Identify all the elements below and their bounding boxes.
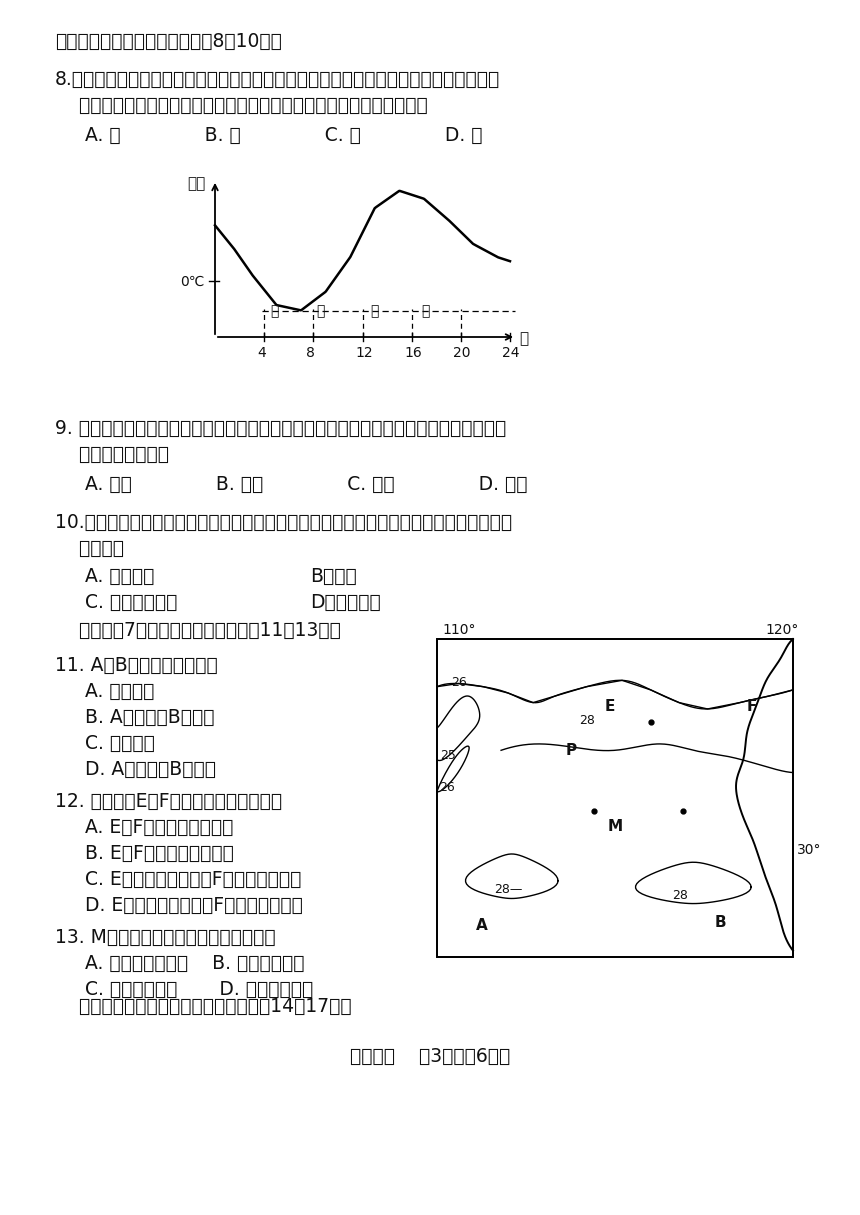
Text: 时: 时 [519, 330, 528, 346]
Text: 4: 4 [257, 346, 266, 360]
Text: 110°: 110° [442, 623, 476, 637]
Text: 乙: 乙 [316, 304, 325, 318]
Text: 13. M农业区国土整治面临的主要课题是: 13. M农业区国土整治面临的主要课题是 [55, 928, 275, 946]
Text: 25: 25 [440, 750, 457, 763]
Text: D．含沙量少: D．含沙量少 [310, 593, 381, 612]
Text: 0℃: 0℃ [180, 275, 205, 289]
Text: 8: 8 [306, 346, 316, 360]
Text: A. 酸性土壤的改良    B. 盐碱地的改良: A. 酸性土壤的改良 B. 盐碱地的改良 [55, 954, 304, 973]
Text: 图为某工业收益随空间变化曲线。回筀14～17题。: 图为某工业收益随空间变化曲线。回筀14～17题。 [55, 998, 352, 1016]
Text: E: E [605, 699, 615, 713]
Text: 10.「水」少了难以满足植物生长，「水」多了则会带来强烈的冲刷，黄土高原河流夏季水: 10.「水」少了难以满足植物生长，「水」多了则会带来强烈的冲刷，黄土高原河流夏季… [55, 513, 512, 532]
Text: F: F [746, 699, 757, 713]
Text: 图为某块7月份的平均气温图，回筀11～13题。: 图为某块7月份的平均气温图，回筀11～13题。 [55, 621, 341, 640]
Text: 高三地理    第3页（兲6页）: 高三地理 第3页（兲6页） [350, 1047, 510, 1066]
Text: 30°: 30° [797, 842, 821, 857]
Text: D. A为盆地、B为山地: D. A为盆地、B为山地 [55, 761, 216, 779]
Text: 高原某日气温变化曲线图，分析该地最有可能引发沙尘暴天气的时段是: 高原某日气温变化曲线图，分析该地最有可能引发沙尘暴天气的时段是 [55, 96, 427, 115]
Text: C. E地地势高于四周、F地地势低于四周: C. E地地势高于四周、F地地势低于四周 [55, 870, 301, 889]
Text: 9. 若只考虑大气运动（风力大小、空气对流）和地面状况（植被、冰冻），黄土高原扬沙: 9. 若只考虑大气运动（风力大小、空气对流）和地面状况（植被、冰冻），黄土高原扬… [55, 419, 507, 437]
Text: 26: 26 [439, 781, 455, 795]
Text: 24: 24 [502, 346, 519, 360]
Text: 120°: 120° [765, 623, 798, 637]
Bar [437, 639, 793, 957]
Text: 12: 12 [355, 346, 373, 360]
Text: A. 甲              B. 乙              C. 丙              D. 丁: A. 甲 B. 乙 C. 丙 D. 丁 [55, 126, 482, 145]
Text: B. E、F两地地势低于四周: B. E、F两地地势低于四周 [55, 844, 234, 863]
Text: B．断流: B．断流 [310, 567, 357, 586]
Text: 8.「土」少了说明没有物质的持续补充，「土」多了意味着沙尘暴的频繁发生，根据黄土: 8.「土」少了说明没有物质的持续补充，「土」多了意味着沙尘暴的频繁发生，根据黄土 [55, 70, 501, 89]
Text: 12. 等温线在E、F两地向南凸出的原因是: 12. 等温线在E、F两地向南凸出的原因是 [55, 792, 282, 810]
Text: A. 春季              B. 夏季              C. 秋季              D. 冬季: A. 春季 B. 夏季 C. 秋季 D. 冬季 [55, 475, 527, 495]
Text: 26: 26 [452, 677, 467, 689]
Text: A: A [476, 919, 488, 933]
Text: C. 荒漠化的防治       D. 沼泽地的保护: C. 荒漠化的防治 D. 沼泽地的保护 [55, 981, 313, 999]
Text: C. 同为山地: C. 同为山地 [55, 734, 155, 753]
Text: A. 流量平稳: A. 流量平稳 [55, 567, 155, 586]
Text: 丙: 丙 [371, 304, 379, 318]
Text: 二者有着恰到好处的结合。回筀8～10题。: 二者有着恰到好处的结合。回筀8～10题。 [55, 32, 282, 51]
Text: A. 同为盆地: A. 同为盆地 [55, 682, 155, 701]
Text: P: P [565, 744, 576, 758]
Text: 温度: 温度 [187, 176, 206, 191]
Bar [437, 639, 793, 957]
Text: M: M [608, 819, 623, 835]
Text: 28: 28 [580, 714, 595, 728]
Text: 28: 28 [672, 889, 688, 903]
Text: 20: 20 [453, 346, 470, 360]
Text: B: B [715, 915, 727, 929]
Text: D. E地地势高于四周、F地受海洋影响大: D. E地地势高于四周、F地受海洋影响大 [55, 895, 303, 915]
Text: 16: 16 [405, 346, 422, 360]
Text: 文特征有: 文特征有 [55, 539, 124, 558]
Text: 11. A、B两地的地形可能是: 11. A、B两地的地形可能是 [55, 656, 218, 676]
Text: A. E、F两地地势高于四周: A. E、F两地地势高于四周 [55, 818, 233, 837]
Text: 天气最容易发生在: 天气最容易发生在 [55, 445, 169, 464]
Text: C. 洪峰急涨猛落: C. 洪峰急涨猛落 [55, 593, 177, 612]
Text: 丁: 丁 [421, 304, 430, 318]
Text: B. A为山地、B为盆地: B. A为山地、B为盆地 [55, 708, 214, 727]
Text: 甲: 甲 [270, 304, 279, 318]
Text: 28—: 28— [494, 883, 522, 895]
